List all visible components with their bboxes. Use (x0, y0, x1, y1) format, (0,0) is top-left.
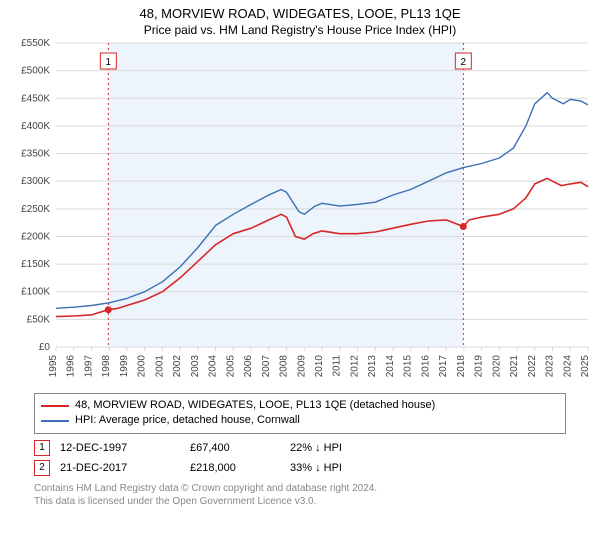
svg-text:£500K: £500K (21, 66, 50, 77)
svg-text:1996: 1996 (66, 355, 77, 378)
legend-item: 48, MORVIEW ROAD, WIDEGATES, LOOE, PL13 … (41, 398, 559, 413)
svg-text:2013: 2013 (367, 355, 378, 378)
svg-text:2020: 2020 (491, 355, 502, 378)
svg-text:2002: 2002 (172, 355, 183, 378)
svg-text:2024: 2024 (562, 355, 573, 378)
svg-text:£150K: £150K (21, 259, 50, 270)
svg-text:2011: 2011 (332, 355, 343, 377)
transaction-price: £218,000 (190, 462, 290, 474)
svg-text:1995: 1995 (48, 355, 59, 378)
transaction-row: 2 21-DEC-2017£218,00033% ↓ HPI (34, 458, 566, 478)
svg-text:2022: 2022 (527, 355, 538, 378)
legend: 48, MORVIEW ROAD, WIDEGATES, LOOE, PL13 … (34, 393, 566, 434)
svg-text:2012: 2012 (349, 355, 360, 378)
transaction-date: 12-DEC-1997 (60, 442, 190, 454)
svg-text:2009: 2009 (296, 355, 307, 378)
legend-label: HPI: Average price, detached house, Corn… (75, 413, 300, 428)
transaction-row: 1 12-DEC-1997£67,40022% ↓ HPI (34, 438, 566, 458)
svg-text:£100K: £100K (21, 287, 50, 298)
svg-text:£200K: £200K (21, 231, 50, 242)
svg-text:2: 2 (461, 57, 467, 68)
transaction-date: 21-DEC-2017 (60, 462, 190, 474)
svg-text:2016: 2016 (420, 355, 431, 378)
transaction-price: £67,400 (190, 442, 290, 454)
legend-item: HPI: Average price, detached house, Corn… (41, 413, 559, 428)
transaction-marker: 1 (34, 440, 50, 456)
svg-text:2007: 2007 (261, 355, 272, 378)
svg-text:£550K: £550K (21, 38, 50, 49)
svg-text:£250K: £250K (21, 204, 50, 215)
svg-text:2001: 2001 (154, 355, 165, 378)
chart-area: £0 £50K £100K £150K £200K £250K £300K £350K £400… (0, 37, 600, 387)
svg-text:2015: 2015 (403, 355, 414, 378)
svg-text:2017: 2017 (438, 355, 449, 378)
svg-text:2000: 2000 (137, 355, 148, 378)
legend-swatch (41, 405, 69, 407)
credits-line2: This data is licensed under the Open Gov… (34, 495, 566, 508)
svg-text:£50K: £50K (27, 314, 51, 325)
svg-text:1998: 1998 (101, 355, 112, 378)
chart-title: 48, MORVIEW ROAD, WIDEGATES, LOOE, PL13 … (0, 6, 600, 21)
svg-text:2019: 2019 (474, 355, 485, 378)
svg-text:2014: 2014 (385, 355, 396, 378)
svg-text:£450K: £450K (21, 93, 50, 104)
svg-text:1997: 1997 (83, 355, 94, 378)
svg-text:£400K: £400K (21, 121, 50, 132)
svg-text:2005: 2005 (225, 355, 236, 378)
svg-text:2004: 2004 (208, 355, 219, 378)
svg-text:2023: 2023 (545, 355, 556, 378)
svg-text:2018: 2018 (456, 355, 467, 378)
credits-line1: Contains HM Land Registry data © Crown c… (34, 482, 566, 495)
svg-text:1999: 1999 (119, 355, 130, 378)
svg-text:1: 1 (106, 57, 112, 68)
svg-text:£350K: £350K (21, 149, 50, 160)
price-chart: £0 £50K £100K £150K £200K £250K £300K £350K £400… (0, 37, 600, 387)
transactions-table: 1 12-DEC-1997£67,40022% ↓ HPI 2 21-DEC-2017… (34, 438, 566, 478)
chart-subtitle: Price paid vs. HM Land Registry's House … (0, 23, 600, 37)
legend-swatch (41, 420, 69, 422)
svg-text:2006: 2006 (243, 355, 254, 378)
transaction-pct: 33% ↓ HPI (290, 462, 410, 474)
svg-text:2003: 2003 (190, 355, 201, 378)
transaction-marker: 2 (34, 460, 50, 476)
svg-text:2010: 2010 (314, 355, 325, 378)
svg-text:2008: 2008 (279, 355, 290, 378)
svg-text:£0: £0 (39, 342, 51, 353)
svg-text:£300K: £300K (21, 176, 50, 187)
svg-text:2021: 2021 (509, 355, 520, 378)
svg-text:2025: 2025 (580, 355, 591, 378)
transaction-pct: 22% ↓ HPI (290, 442, 410, 454)
legend-label: 48, MORVIEW ROAD, WIDEGATES, LOOE, PL13 … (75, 398, 435, 413)
